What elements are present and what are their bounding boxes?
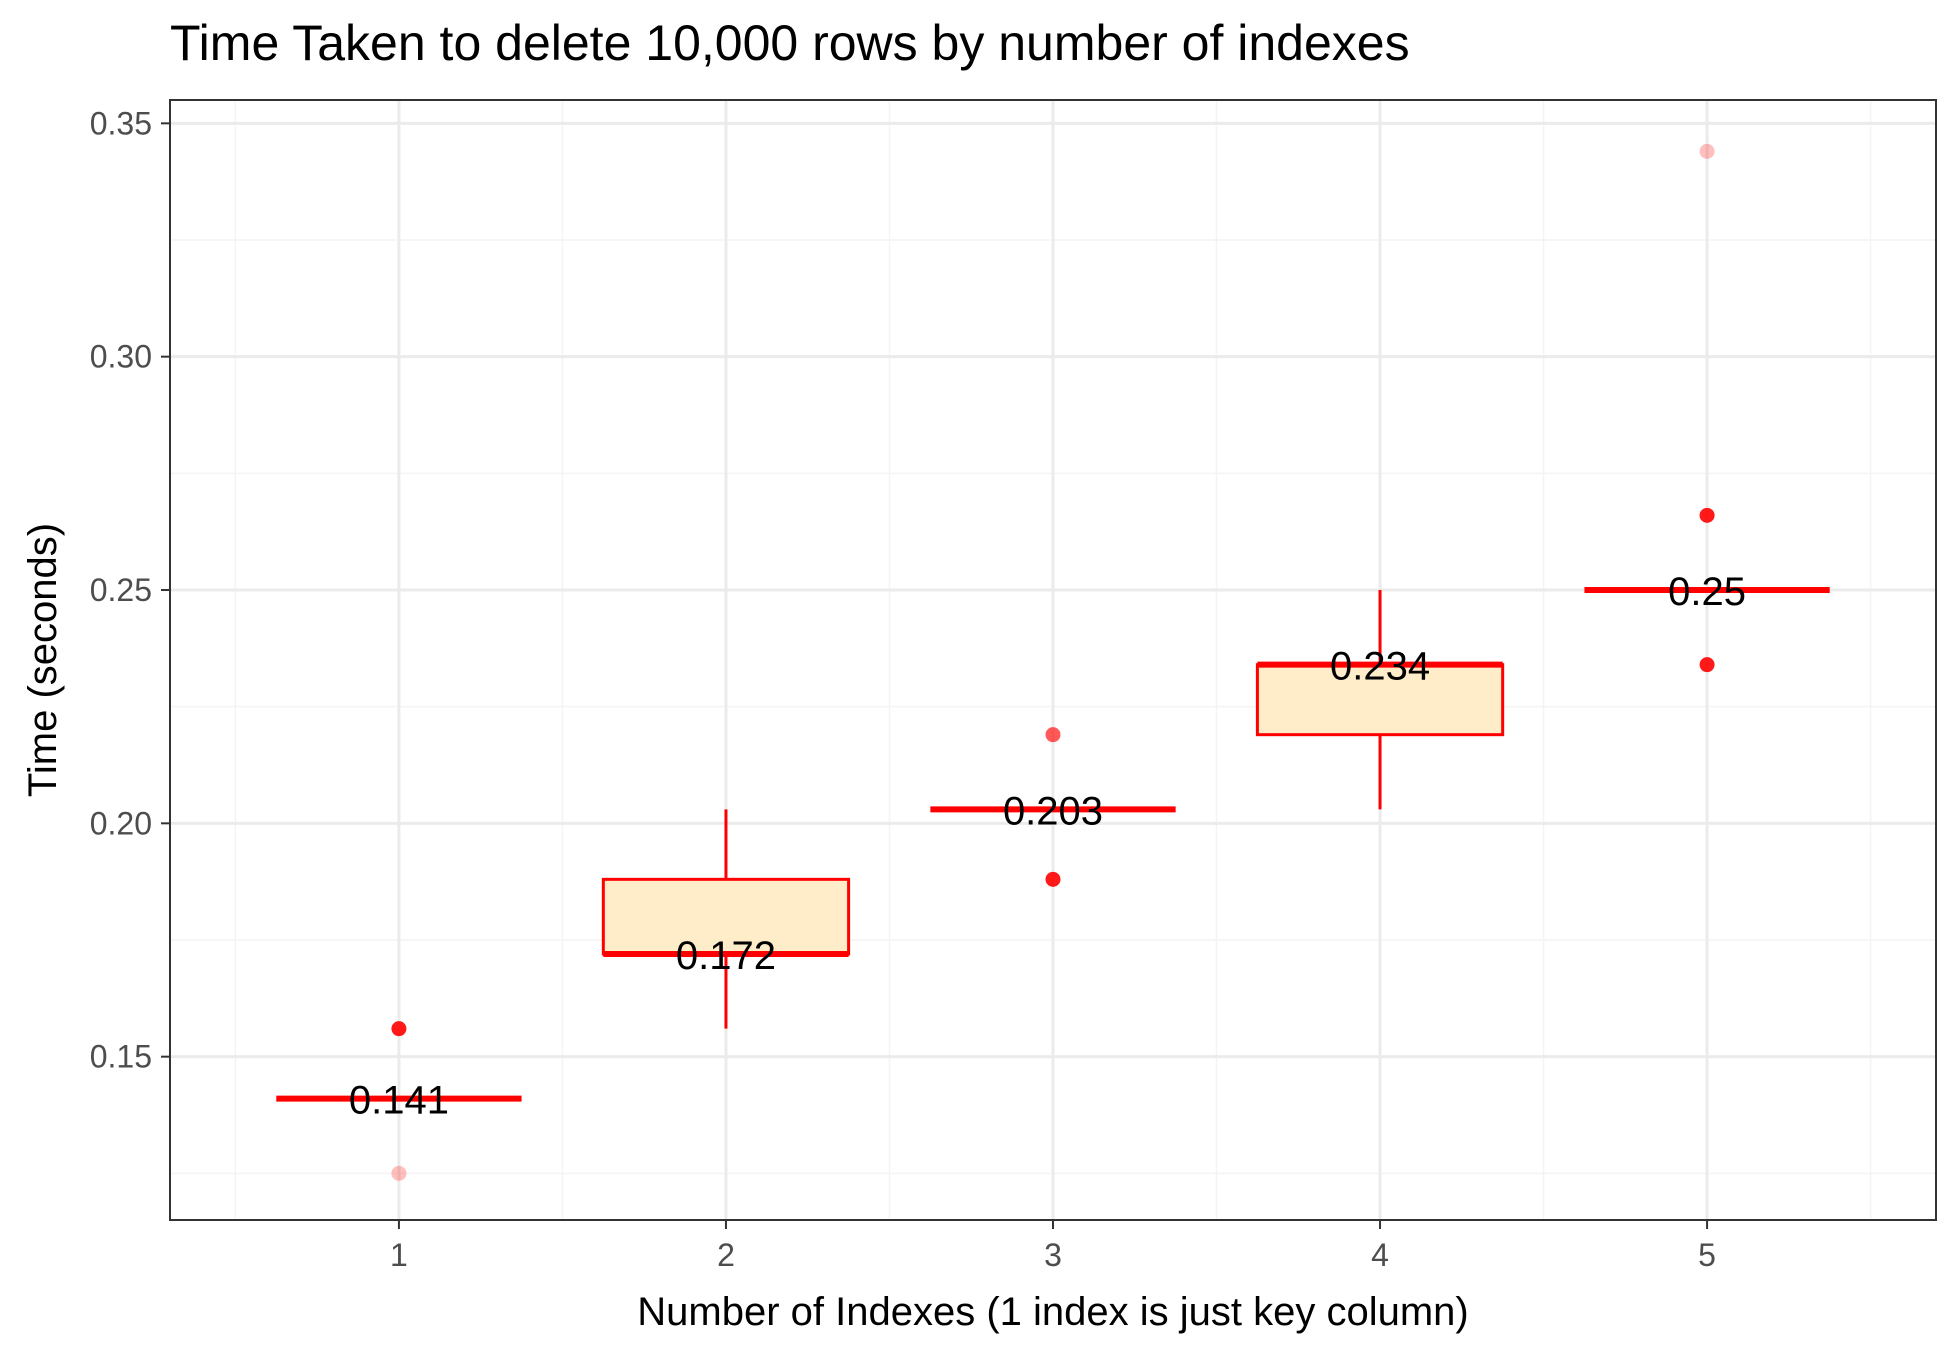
y-tick-label: 0.35 (90, 105, 152, 141)
outlier-point (1699, 657, 1715, 673)
box-body (1255, 663, 1505, 737)
y-tick-label: 0.20 (90, 805, 152, 841)
plot-panel: 0.141 0.172 0.203 0.234 0.25 (169, 99, 1937, 1221)
outlier-point (1045, 727, 1061, 743)
x-axis: 1 2 3 4 5 (390, 1220, 1716, 1273)
median-label-2: 0.172 (676, 934, 776, 978)
x-tick-label: 1 (390, 1237, 408, 1273)
x-tick-label: 2 (717, 1237, 735, 1273)
x-tick-label: 5 (1698, 1237, 1716, 1273)
y-tick-label: 0.25 (90, 572, 152, 608)
median-label-1: 0.141 (349, 1079, 449, 1123)
outlier-point (1699, 143, 1715, 159)
y-axis: 0.15 0.20 0.25 0.30 0.35 (90, 105, 170, 1075)
box-body (601, 877, 851, 956)
box-4 (1255, 590, 1505, 810)
box-2 (601, 809, 851, 1029)
x-tick-label: 4 (1371, 1237, 1389, 1273)
outlier-point (1699, 507, 1715, 523)
chart-title: Time Taken to delete 10,000 rows by numb… (170, 15, 1410, 71)
median-label-3: 0.203 (1003, 789, 1103, 833)
y-axis-title: Time (seconds) (21, 523, 65, 797)
points-layer (391, 143, 1715, 1181)
y-tick-label: 0.30 (90, 339, 152, 375)
y-tick-label: 0.15 (90, 1039, 152, 1075)
outlier-point (1045, 871, 1061, 887)
data-labels-layer: 0.141 0.172 0.203 0.234 0.25 (349, 570, 1746, 1123)
grid-major (170, 100, 1936, 1220)
outlier-point (391, 1021, 407, 1037)
median-label-5: 0.25 (1668, 570, 1746, 614)
outlier-point (391, 1165, 407, 1181)
x-axis-title: Number of Indexes (1 index is just key c… (637, 1290, 1468, 1334)
x-tick-label: 3 (1044, 1237, 1062, 1273)
median-label-4: 0.234 (1330, 645, 1430, 689)
boxes-layer (276, 587, 1830, 1102)
